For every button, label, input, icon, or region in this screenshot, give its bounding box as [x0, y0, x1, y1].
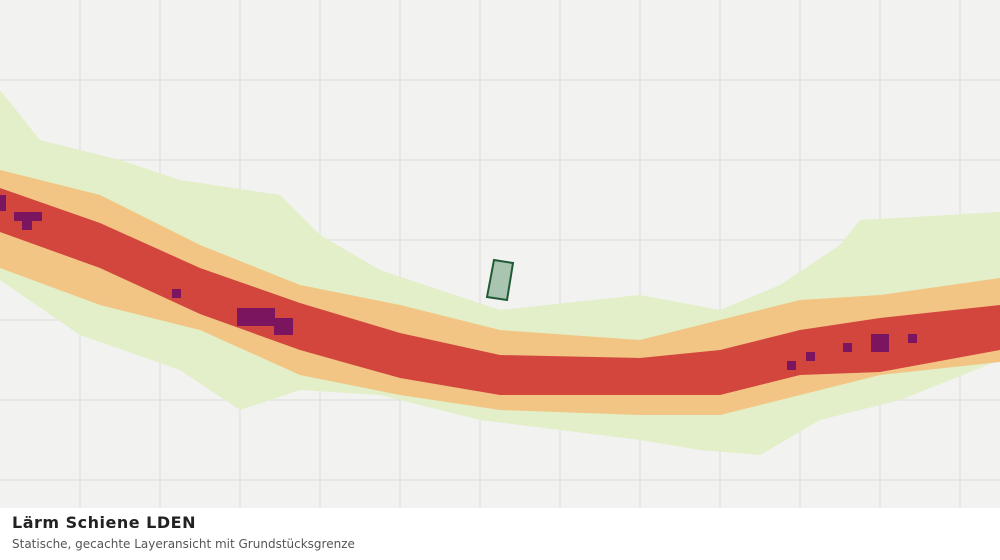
map — [0, 0, 1000, 508]
noise-zone-high — [0, 188, 1000, 395]
caption: Lärm Schiene LDEN Statische, gecachte La… — [0, 508, 1000, 560]
parcel-boundary — [485, 258, 515, 302]
noise-zone-very-high — [0, 195, 917, 370]
caption-subtitle: Statische, gecachte Layeransicht mit Gru… — [12, 537, 355, 551]
caption-title: Lärm Schiene LDEN — [12, 513, 196, 532]
